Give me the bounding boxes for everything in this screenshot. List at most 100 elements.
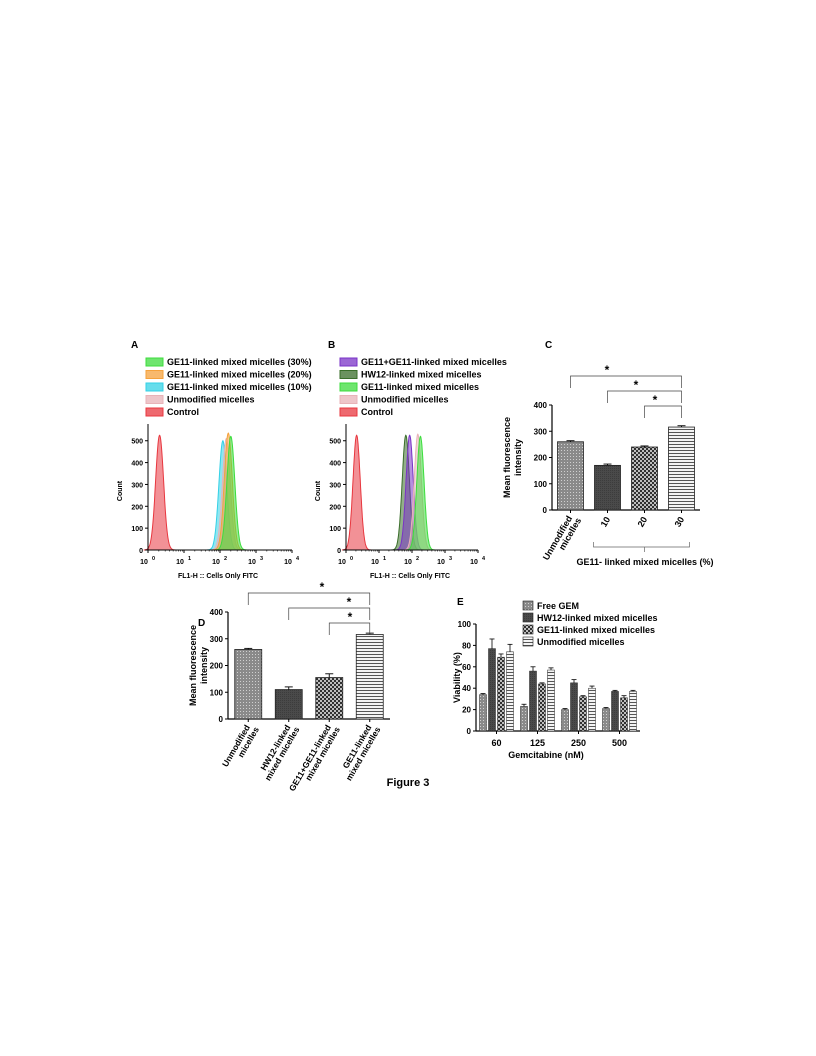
panel-e: E Free GEM HW12-linked mixed micelles GE11-… — [452, 597, 658, 760]
significance-bracket — [644, 405, 682, 418]
histogram-curve — [341, 434, 372, 551]
significance-bracket — [607, 390, 682, 403]
category-label: 125 — [530, 738, 545, 748]
y-tick-label: 0 — [139, 548, 143, 555]
significance-star: * — [634, 378, 639, 392]
x-tick-exponent: 4 — [482, 556, 486, 562]
x-tick-label: 10 — [470, 559, 478, 566]
significance-star: * — [347, 595, 352, 609]
bar — [488, 648, 496, 732]
y-tick-label: 200 — [131, 504, 143, 511]
y-tick-label: 100 — [131, 526, 143, 533]
legend-swatch — [145, 370, 164, 379]
histogram-curve — [143, 434, 176, 551]
legend-swatch — [522, 624, 534, 635]
panel-label-e: E — [457, 597, 464, 608]
category-label-10: 10 — [599, 515, 613, 529]
bar — [594, 464, 621, 511]
y-tick-label: 400 — [329, 461, 341, 468]
x-axis-label: FL1-H :: Cells Only FITC — [178, 573, 258, 580]
significance-star: * — [320, 580, 325, 594]
legend-swatch — [145, 357, 164, 367]
category-label: 60 — [491, 738, 501, 748]
y-axis-label: Count — [117, 480, 124, 501]
bar — [570, 682, 578, 732]
y-tick-label: 60 — [462, 663, 471, 672]
legend-label: HW12-linked mixed micelles — [361, 370, 482, 380]
legend-label: GE11-linked mixed micelles — [537, 625, 655, 635]
bar — [538, 683, 546, 732]
x-tick-label: 10 — [212, 559, 220, 566]
panel-label-c: C — [545, 340, 552, 351]
panel-a: A GE11-linked mixed micelles (30%) GE11-li… — [117, 340, 312, 580]
x-tick-exponent: 3 — [449, 556, 452, 562]
x-tick-label: 10 — [371, 559, 379, 566]
y-tick-label: 400 — [534, 401, 548, 410]
bar — [602, 708, 610, 732]
panel-b: B GE11+GE11-linked mixed micelles HW12-lin… — [315, 340, 507, 580]
y-tick-label: 100 — [210, 688, 224, 697]
y-tick-label: 400 — [210, 608, 224, 617]
y-tick-label: 300 — [329, 482, 341, 489]
y-axis-label-line1: Mean fluorescence — [502, 417, 512, 498]
x-axis-label: Gemcitabine (nM) — [508, 750, 584, 760]
y-tick-label: 200 — [210, 662, 224, 671]
y-tick-label: 0 — [337, 548, 341, 555]
legend-swatch — [339, 395, 358, 404]
panel-label-b: B — [328, 340, 335, 351]
y-tick-label: 500 — [131, 439, 143, 446]
y-tick-label: 0 — [219, 715, 224, 724]
x-tick-exponent: 3 — [260, 556, 263, 562]
legend-label: Control — [167, 407, 199, 417]
x-tick-label: 10 — [338, 559, 346, 566]
y-tick-label: 40 — [462, 684, 471, 693]
legend-swatch — [339, 357, 358, 367]
significance-star: * — [605, 363, 610, 377]
legend-label: GE11-linked mixed micelles — [361, 382, 479, 392]
significance-bracket — [247, 592, 371, 605]
bar — [611, 691, 619, 732]
bar — [631, 446, 658, 511]
bar — [274, 689, 303, 720]
bar — [506, 651, 514, 732]
bar — [520, 706, 528, 732]
legend-swatch — [339, 370, 358, 379]
bar — [557, 441, 584, 511]
legend-swatch — [145, 395, 164, 404]
legend-label: Unmodified micelles — [361, 395, 449, 405]
significance-bracket — [328, 622, 371, 635]
histogram-curve — [405, 435, 436, 551]
legend-swatch — [145, 382, 164, 392]
x-tick-exponent: 4 — [296, 556, 300, 562]
legend-swatch — [339, 382, 358, 392]
x-tick-label: 10 — [140, 559, 148, 566]
group-bracket — [593, 542, 690, 552]
panel-label-d: D — [198, 618, 205, 629]
bar — [315, 677, 344, 720]
y-tick-label: 80 — [462, 641, 471, 650]
significance-star: * — [348, 610, 353, 624]
legend-label: GE11-linked mixed micelles (20%) — [167, 370, 312, 380]
x-axis-label: GE11- linked mixed micelles (%) — [576, 557, 713, 567]
figure-title: Figure 3 — [386, 777, 430, 789]
x-tick-exponent: 2 — [224, 556, 227, 562]
y-axis-label-line2: intensity — [513, 439, 523, 476]
y-tick-label: 300 — [131, 482, 143, 489]
y-axis-label: Viability (%) — [452, 652, 462, 703]
legend-swatch — [145, 407, 164, 417]
bar — [588, 687, 596, 732]
bar — [668, 426, 695, 511]
y-tick-label: 100 — [329, 526, 341, 533]
y-tick-label: 200 — [534, 454, 548, 463]
bar — [497, 656, 505, 732]
category-label: 500 — [612, 738, 627, 748]
category-label-30: 30 — [673, 515, 687, 529]
bar — [629, 691, 637, 732]
y-tick-label: 200 — [329, 504, 341, 511]
y-tick-label: 0 — [467, 727, 472, 736]
bar — [355, 634, 384, 720]
bar — [529, 670, 537, 732]
x-tick-label: 10 — [404, 559, 412, 566]
bar — [579, 696, 587, 732]
panel-label-a: A — [131, 340, 138, 351]
